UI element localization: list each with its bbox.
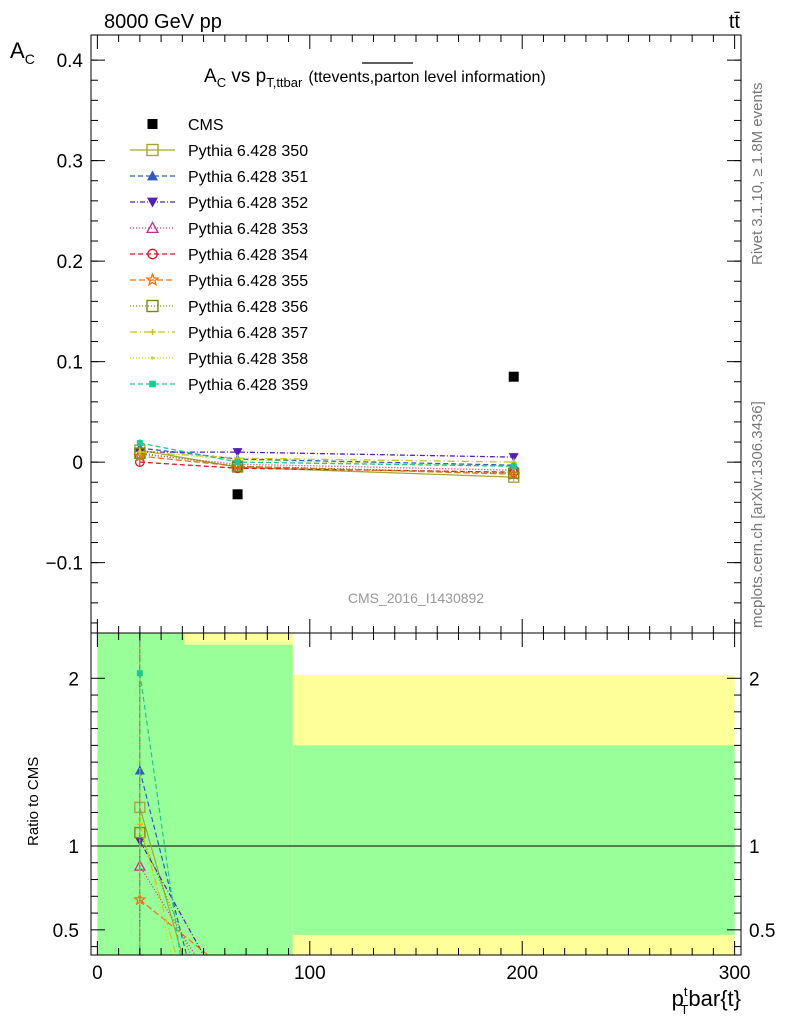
ratio-ytick-label: 0.5 <box>53 921 79 942</box>
series-point <box>138 449 142 453</box>
legend-label: Pythia 6.428 355 <box>188 273 308 290</box>
chart-title: AC vs pT,ttbar (ttevents,parton level inf… <box>204 66 546 90</box>
ratio-xtick-label: 300 <box>719 963 751 984</box>
main-ytick-label: 0 <box>72 453 83 474</box>
uncertainty-band-inner <box>97 633 185 955</box>
legend-label: Pythia 6.428 358 <box>188 351 308 368</box>
legend-marker <box>146 143 159 157</box>
uncertainty-band-inner <box>184 644 293 955</box>
series-line <box>139 442 514 467</box>
legend-marker <box>149 329 156 335</box>
energy-label: 8000 GeV pp <box>104 11 222 33</box>
series-point <box>136 440 143 447</box>
ratio-xtick-label: 200 <box>506 963 538 984</box>
legend-marker <box>147 197 158 208</box>
legend-label: Pythia 6.428 354 <box>188 247 308 264</box>
ratio-line <box>139 807 183 956</box>
ratio-xtick-label: 100 <box>294 963 326 984</box>
ratio-ylabel: Ratio to CMS <box>25 757 42 846</box>
ratio-ytick-label: 1 <box>68 837 79 858</box>
main-ytick-label: −0.1 <box>45 554 83 575</box>
main-ytick-label: 0.4 <box>57 51 84 72</box>
series-line <box>139 452 514 474</box>
legend-label: Pythia 6.428 356 <box>188 299 308 316</box>
mcplots-label: mcplots.cern.ch [arXiv:1306.3436] <box>749 401 766 628</box>
ratio-series <box>136 633 181 956</box>
legend-label: Pythia 6.428 359 <box>188 377 308 394</box>
legend-marker <box>146 299 159 313</box>
legend-marker <box>149 380 156 388</box>
ratio-xlabel: pt Tbar{t} <box>672 984 741 1017</box>
main-panel: −0.1 0 0.1 0.2 0.3 0.4 AC AC vs pT,ttbar (ttev… <box>10 34 742 634</box>
series-line <box>139 450 514 467</box>
legend-label: Pythia 6.428 350 <box>188 143 308 160</box>
legend-marker <box>145 272 160 287</box>
uncertainty-band-inner <box>292 745 735 935</box>
legend-marker <box>147 248 158 260</box>
ratio-line <box>139 824 177 956</box>
ratio-xtick-label: 0 <box>92 963 103 984</box>
legend-marker <box>147 170 158 181</box>
series-point <box>508 453 519 463</box>
legend-marker <box>150 356 155 360</box>
series-point <box>234 459 241 466</box>
legend-marker-cms <box>147 119 158 129</box>
ratio-point <box>136 670 143 677</box>
ratio-ytick-label-right: 0.5 <box>749 921 775 942</box>
series-line <box>139 451 514 463</box>
cms-point <box>508 371 519 382</box>
legend-label: Pythia 6.428 352 <box>188 195 308 212</box>
cms-point <box>232 489 243 500</box>
legend-label: Pythia 6.428 351 <box>188 169 308 186</box>
legend-label-cms: CMS <box>188 117 224 134</box>
ratio-line <box>139 832 192 956</box>
series-358 <box>138 447 516 471</box>
main-ytick-label: 0.2 <box>57 252 83 273</box>
main-ylabel: AC <box>10 38 35 67</box>
series-point <box>232 448 243 458</box>
ratio-panel: 0.5 0.5 1 1 2 2 0 100 200 300 Ratio to CMS pt Tbar… <box>25 632 775 1017</box>
main-ytick-label: 0.3 <box>57 152 83 173</box>
series-line <box>139 455 514 475</box>
series-359 <box>136 439 517 471</box>
ratio-ytick-label-right: 2 <box>749 669 760 690</box>
ratio-frame <box>90 632 742 956</box>
legend: CMS Pythia 6.428 350 Pythia 6.428 351 Pythi… <box>130 117 308 394</box>
legend-label: Pythia 6.428 353 <box>188 221 308 238</box>
legend-label: Pythia 6.428 357 <box>188 325 308 342</box>
series-point <box>510 463 517 470</box>
legend-marker <box>145 221 160 234</box>
rivet-label: Rivet 3.1.10, ≥ 1.8M events <box>749 83 766 266</box>
ratio-ytick-label-right: 1 <box>749 837 760 858</box>
ratio-line <box>139 899 209 956</box>
ratio-line <box>139 840 205 956</box>
analysis-watermark: CMS_2016_I1430892 <box>348 590 484 606</box>
series-line <box>139 453 514 471</box>
ratio-line <box>139 865 196 956</box>
main-ytick-label: 0.1 <box>57 353 83 374</box>
ratio-line <box>139 819 173 956</box>
ratio-ytick-label: 2 <box>68 669 79 690</box>
process-label: tt̄ <box>729 11 741 33</box>
